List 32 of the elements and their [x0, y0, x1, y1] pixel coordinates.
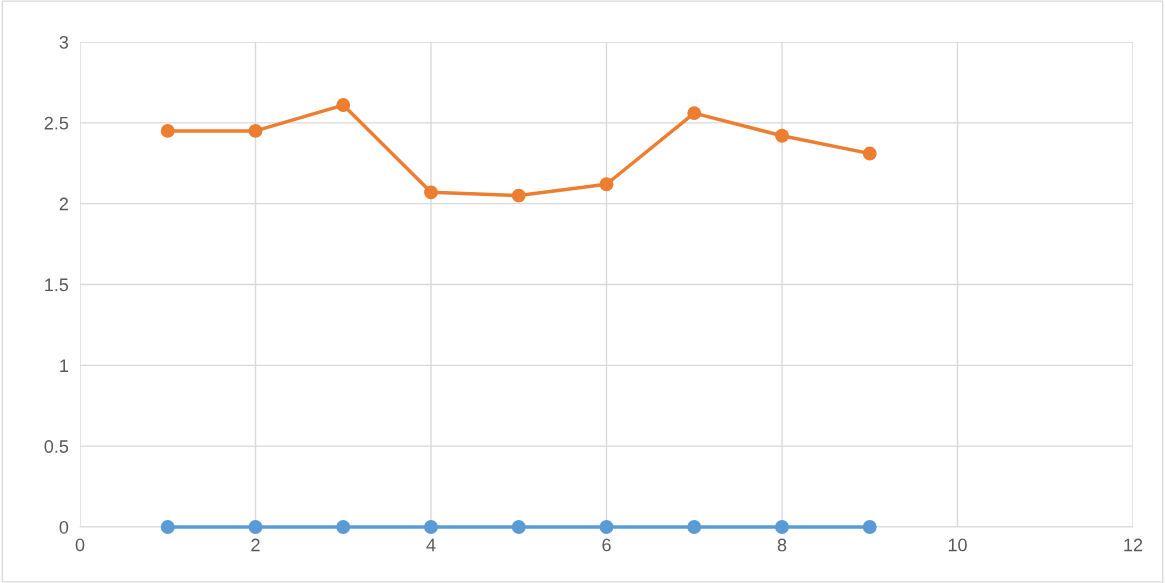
point: [511, 188, 526, 203]
point: [160, 520, 175, 534]
y-tick-label: 0.5: [44, 440, 69, 453]
point: [599, 520, 614, 534]
point: [248, 520, 263, 534]
point: [862, 520, 877, 534]
point: [160, 123, 175, 138]
y-tick-label: 0: [59, 520, 69, 534]
x-tick-label: 8: [777, 538, 787, 552]
x-tick-label: 12: [1124, 538, 1143, 552]
point: [511, 520, 526, 534]
y-tick-label: 2: [59, 197, 68, 211]
point: [775, 520, 789, 534]
point: [336, 520, 351, 534]
y-tick-label: 1.5: [45, 278, 69, 292]
x-tick-label: 10: [948, 538, 967, 552]
y-tick-label: 1: [60, 359, 69, 372]
point: [424, 185, 438, 200]
point: [775, 128, 789, 143]
x-tick-label: 2: [251, 538, 260, 552]
x-tick-label: 0: [75, 538, 85, 552]
x-tick-label: 4: [426, 538, 436, 552]
y-tick-label: 2.5: [44, 116, 69, 130]
point: [424, 520, 438, 534]
x-tick-label: 6: [602, 538, 611, 552]
y-tick-label: 3: [59, 35, 69, 49]
point: [336, 98, 351, 112]
point: [599, 177, 614, 192]
point: [862, 146, 877, 161]
point: [687, 106, 702, 121]
point: [248, 123, 263, 138]
point: [687, 520, 702, 534]
